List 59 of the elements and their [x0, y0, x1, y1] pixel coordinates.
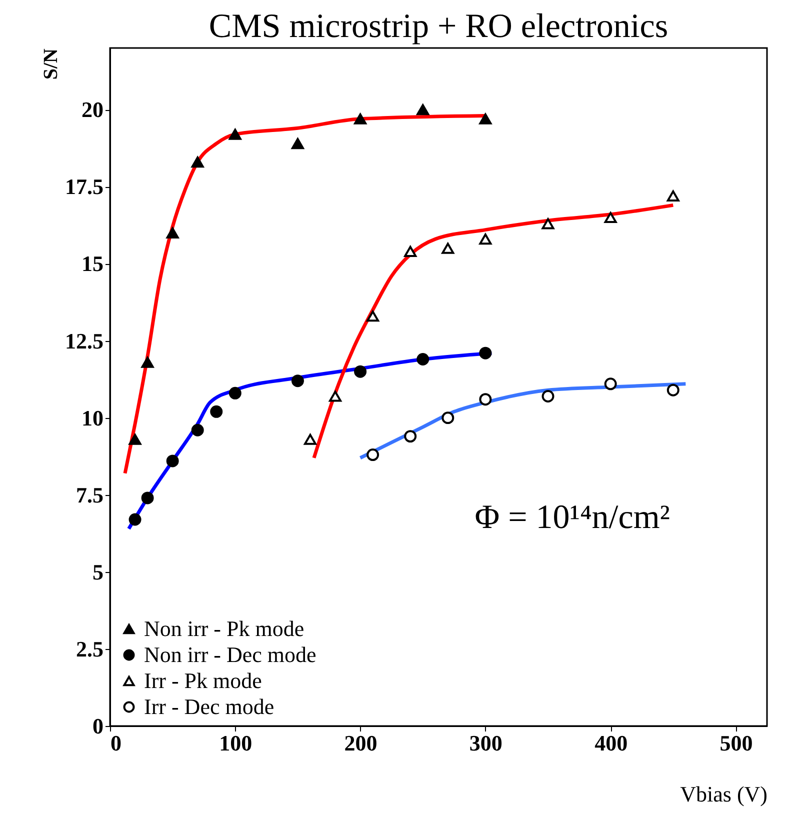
- point: [128, 434, 142, 445]
- point: [141, 492, 154, 504]
- annotation: Φ = 10¹⁴n/cm²: [474, 499, 670, 536]
- x-tick-label: 500: [720, 730, 753, 756]
- y-tick-label: 2.5: [76, 636, 104, 662]
- x-tick-label: 400: [594, 730, 628, 756]
- legend-label: Non irr - Pk mode: [144, 616, 304, 641]
- y-tick-label: 20: [82, 97, 104, 122]
- legend-label: Irr - Dec mode: [144, 694, 274, 719]
- point: [416, 353, 430, 366]
- y-tick-label: 7.5: [76, 482, 104, 508]
- point: [304, 434, 316, 445]
- point: [291, 374, 304, 388]
- point: [604, 212, 617, 224]
- y-tick-label: 15: [82, 251, 104, 276]
- point: [479, 393, 492, 406]
- point: [366, 448, 380, 462]
- y-tick-label: 12.5: [65, 328, 104, 354]
- point: [442, 242, 454, 254]
- point: [329, 390, 342, 402]
- y-axis-title: S/N: [40, 48, 62, 80]
- line-series: [312, 203, 675, 460]
- point: [604, 378, 617, 390]
- y-tick-label: 0: [92, 714, 104, 738]
- point: [404, 430, 417, 443]
- point: [542, 218, 554, 230]
- y-tick-label: 17.5: [65, 174, 104, 200]
- point: [141, 356, 154, 368]
- x-tick-label: 200: [344, 730, 378, 756]
- point: [228, 386, 242, 400]
- point: [416, 104, 430, 116]
- legend-label: Non irr - Dec mode: [144, 642, 316, 667]
- point: [291, 138, 304, 150]
- point: [228, 128, 242, 140]
- point: [210, 405, 223, 418]
- point: [366, 310, 380, 322]
- point: [666, 190, 680, 202]
- point: [442, 412, 454, 424]
- y-tick-label: 10: [82, 405, 104, 430]
- point: [479, 346, 492, 360]
- x-tick-label: 300: [469, 730, 502, 756]
- legend-label: Irr - Pk mode: [144, 668, 262, 693]
- point: [404, 246, 417, 257]
- y-tick-label: 5: [92, 559, 104, 584]
- point: [354, 365, 367, 378]
- point: [479, 234, 492, 245]
- point: [191, 424, 204, 436]
- x-axis-title: Vbias (V): [680, 782, 768, 806]
- x-tick-label: 100: [219, 730, 252, 756]
- point: [166, 227, 179, 238]
- point: [542, 390, 554, 402]
- chart-title: CMS microstrip + RO electronics: [208, 8, 668, 45]
- point: [128, 513, 142, 526]
- point: [354, 113, 367, 124]
- point: [479, 113, 492, 124]
- x-tick-label: 0: [110, 730, 122, 756]
- point: [666, 384, 680, 396]
- point: [166, 454, 179, 468]
- point: [191, 156, 204, 168]
